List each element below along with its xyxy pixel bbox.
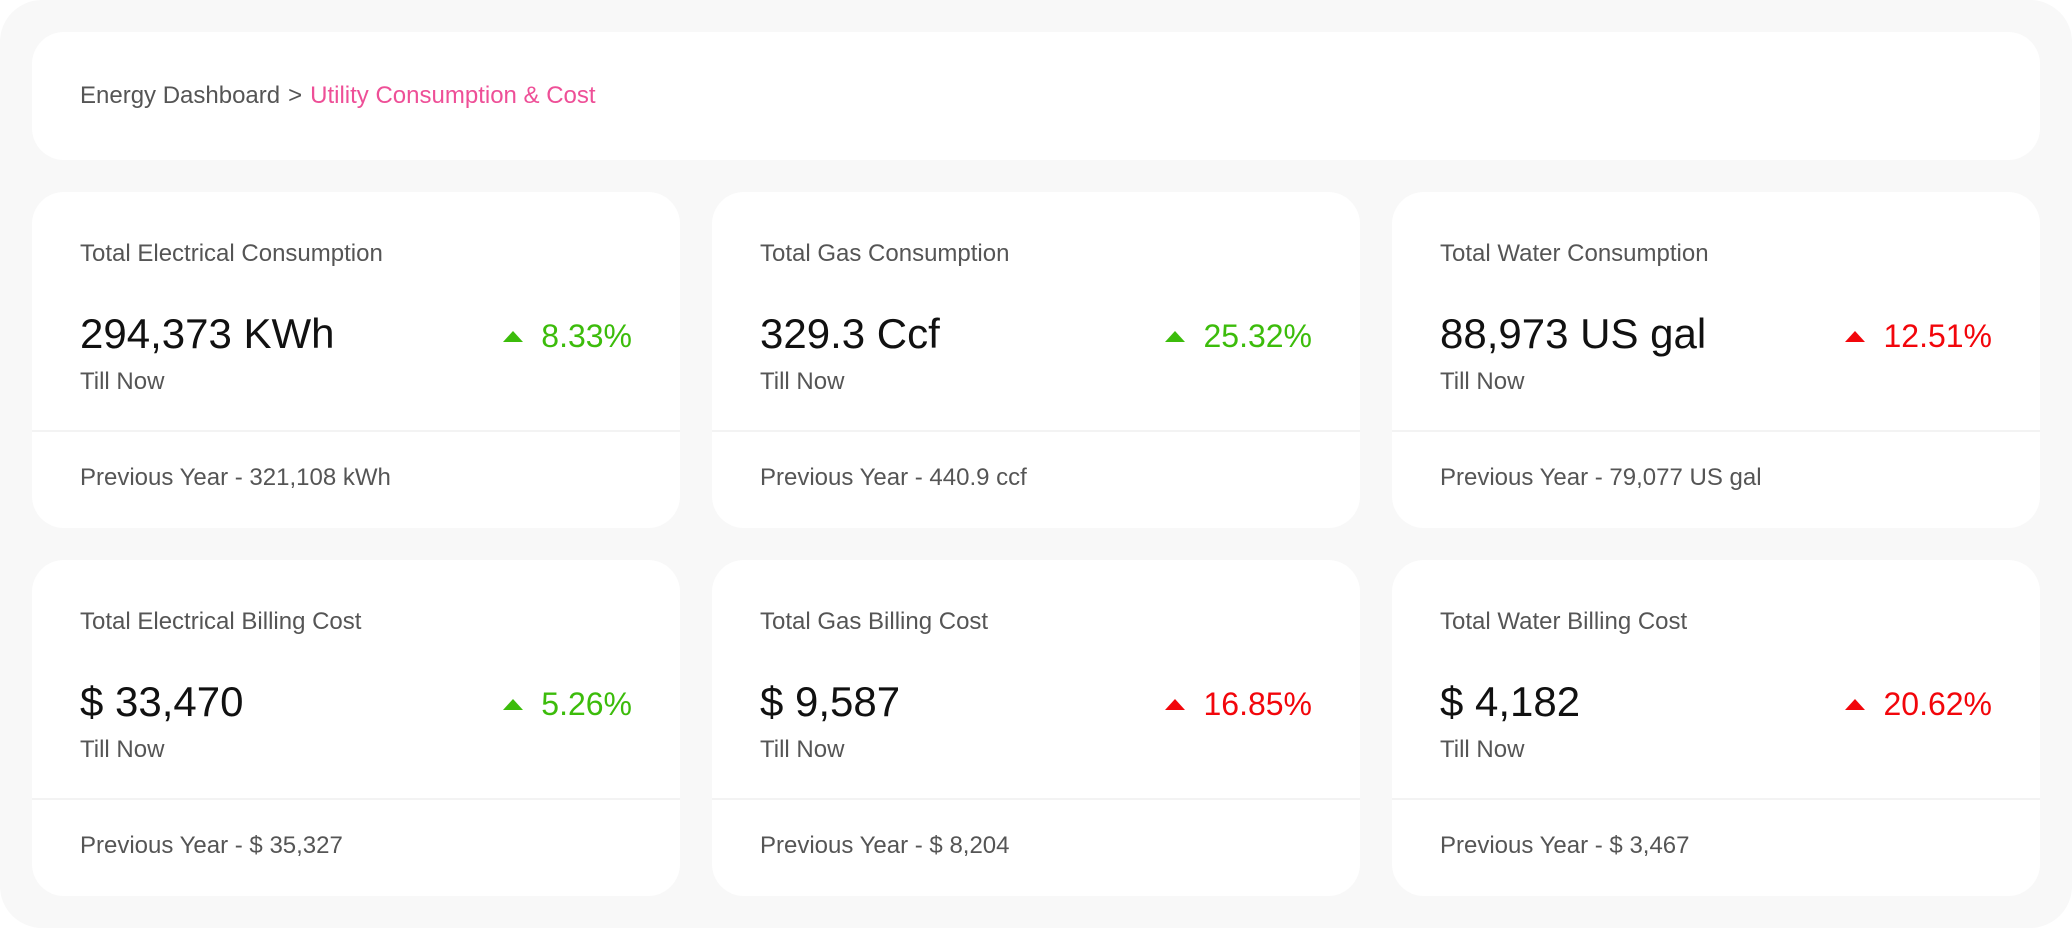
card-body: [712, 192, 1360, 432]
breadcrumb: Energy Dashboard > Utility Consumption &…: [32, 32, 2040, 160]
trend-value: 20.62%: [1883, 686, 1992, 722]
card-title: Total Water Billing Cost: [1440, 608, 1688, 635]
card-body: [1392, 192, 2040, 432]
metric-card-gas-consumption: Total Gas Consumption 329.3 Ccf Till Now…: [712, 192, 1360, 528]
card-subtitle: Till Now: [760, 368, 845, 395]
card-body: [1392, 560, 2040, 800]
card-body: [32, 192, 680, 432]
trend-indicator: 25.32%: [1165, 318, 1312, 355]
metric-card-electrical-billing-cost: Total Electrical Billing Cost $ 33,470 T…: [32, 560, 680, 896]
card-footer-previous-year: Previous Year - $ 3,467: [1440, 832, 1690, 859]
card-footer-previous-year: Previous Year - $ 8,204: [760, 832, 1010, 859]
card-subtitle: Till Now: [760, 736, 845, 763]
triangle-up-icon: [1165, 331, 1186, 342]
trend-indicator: 20.62%: [1845, 686, 1992, 723]
card-body: [712, 560, 1360, 800]
metric-card-water-billing-cost: Total Water Billing Cost $ 4,182 Till No…: [1392, 560, 2040, 896]
triangle-up-icon: [503, 331, 524, 342]
triangle-up-icon: [1165, 699, 1186, 710]
breadcrumb-current: Utility Consumption & Cost: [310, 82, 596, 109]
card-value: 329.3 Ccf: [760, 310, 940, 357]
trend-value: 25.32%: [1203, 318, 1312, 354]
metric-cards-grid: Total Electrical Consumption 294,373 KWh…: [32, 192, 2040, 896]
card-title: Total Electrical Consumption: [80, 240, 383, 267]
trend-indicator: 12.51%: [1845, 318, 1992, 355]
card-title: Total Gas Billing Cost: [760, 608, 989, 635]
card-subtitle: Till Now: [1440, 368, 1525, 395]
card-body: [32, 560, 680, 800]
card-subtitle: Till Now: [80, 368, 165, 395]
metric-card-water-consumption: Total Water Consumption 88,973 US gal Ti…: [1392, 192, 2040, 528]
triangle-up-icon: [1845, 331, 1866, 342]
card-subtitle: Till Now: [80, 736, 165, 763]
trend-value: 8.33%: [541, 318, 632, 354]
metric-card-electrical-consumption: Total Electrical Consumption 294,373 KWh…: [32, 192, 680, 528]
trend-value: 12.51%: [1883, 318, 1992, 354]
card-footer-previous-year: Previous Year - 79,077 US gal: [1440, 464, 1762, 491]
card-value: 88,973 US gal: [1440, 310, 1707, 357]
breadcrumb-separator: >: [288, 82, 303, 109]
card-footer-previous-year: Previous Year - 440.9 ccf: [760, 464, 1027, 491]
card-value: $ 4,182: [1440, 678, 1581, 725]
triangle-up-icon: [1845, 699, 1866, 710]
trend-value: 5.26%: [541, 686, 632, 722]
card-value: $ 33,470: [80, 678, 244, 725]
trend-indicator: 8.33%: [503, 318, 632, 355]
trend-indicator: 5.26%: [503, 686, 632, 723]
card-title: Total Gas Consumption: [760, 240, 1010, 267]
card-title: Total Water Consumption: [1440, 240, 1709, 267]
card-subtitle: Till Now: [1440, 736, 1525, 763]
card-title: Total Electrical Billing Cost: [80, 608, 362, 635]
metric-card-gas-billing-cost: Total Gas Billing Cost $ 9,587 Till Now …: [712, 560, 1360, 896]
breadcrumb-root-link[interactable]: Energy Dashboard: [80, 82, 281, 109]
card-footer-previous-year: Previous Year - 321,108 kWh: [80, 464, 391, 491]
card-value: $ 9,587: [760, 678, 901, 725]
trend-value: 16.85%: [1203, 686, 1312, 722]
triangle-up-icon: [503, 699, 524, 710]
trend-indicator: 16.85%: [1165, 686, 1312, 723]
card-footer-previous-year: Previous Year - $ 35,327: [80, 832, 343, 859]
card-value: 294,373 KWh: [80, 310, 335, 357]
